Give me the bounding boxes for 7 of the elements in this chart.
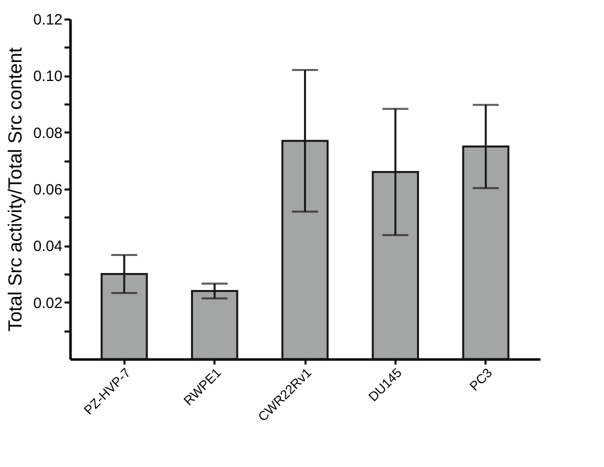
y-axis-title: Total Src activity/Total Src content [5,46,26,332]
y-tick-label: 0.08 [33,124,62,142]
y-tick-label: 0.04 [33,238,62,256]
y-tick-label: 0.06 [33,182,62,198]
y-tick-label: 0.02 [33,294,62,312]
y-tick-label: 0.10 [33,68,62,86]
y-tick-label: 0.12 [33,12,62,28]
